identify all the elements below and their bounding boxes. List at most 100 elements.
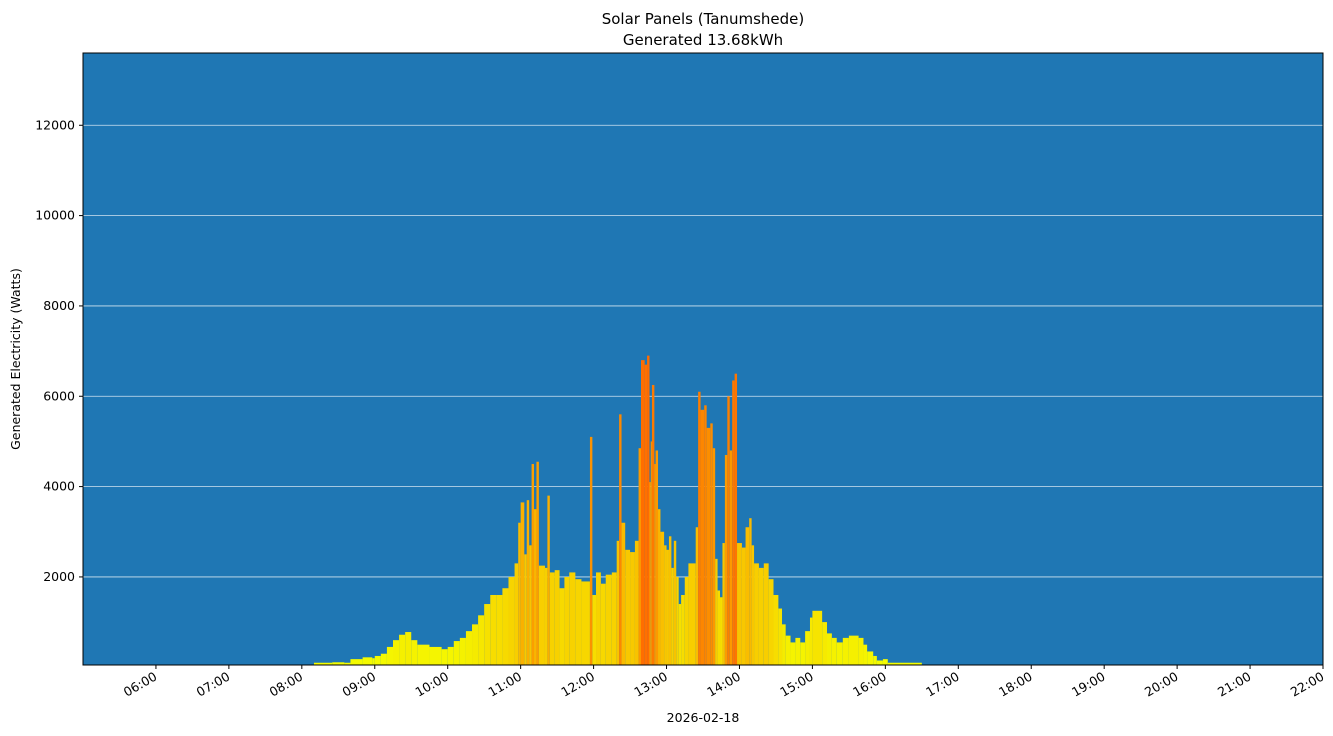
bar (768, 579, 774, 665)
bar (638, 448, 641, 665)
bar (529, 545, 532, 665)
bar (684, 576, 689, 665)
bar (882, 659, 888, 665)
bar (405, 632, 412, 665)
bar (724, 454, 728, 665)
bar (773, 594, 779, 665)
bar (380, 653, 387, 665)
bar (616, 540, 620, 665)
y-tick-label: 12000 (35, 117, 75, 132)
plot-frame (82, 52, 1324, 666)
bar (526, 500, 530, 665)
x-tick-label: 07:00 (194, 669, 233, 700)
bar (459, 637, 466, 665)
bar (496, 594, 503, 665)
bar (534, 509, 537, 665)
bar (399, 634, 406, 665)
bar (625, 549, 631, 665)
x-tick-label: 18:00 (996, 669, 1035, 700)
bar (688, 563, 696, 665)
chart-title: Solar Panels (Tanumshede) (602, 10, 805, 28)
bar (715, 558, 718, 665)
bar (831, 637, 837, 665)
bar (867, 651, 874, 665)
bar (745, 527, 750, 665)
bar (362, 657, 373, 665)
bar (447, 646, 454, 665)
bar (634, 540, 639, 665)
bar (727, 396, 730, 665)
bar (848, 635, 859, 665)
bar (671, 567, 674, 665)
x-tick-label: 21:00 (1215, 669, 1254, 700)
bar (668, 536, 672, 665)
y-tick-label: 10000 (35, 208, 75, 223)
bar (611, 572, 617, 665)
bar (827, 633, 832, 665)
bar (524, 554, 527, 665)
bar (393, 640, 400, 665)
chart-subtitle: Generated 13.68kWh (623, 31, 783, 49)
bar (514, 563, 519, 665)
bar (453, 641, 460, 665)
bar (658, 509, 661, 665)
bar (722, 543, 725, 665)
bar (660, 531, 665, 665)
bar (502, 588, 509, 665)
bar (441, 649, 448, 665)
bar (472, 624, 479, 665)
bar (809, 617, 813, 665)
bar (778, 608, 783, 665)
bar (605, 574, 612, 665)
bar (575, 579, 582, 665)
bar (758, 567, 764, 665)
bar (729, 450, 733, 665)
bar (536, 461, 539, 665)
bar (763, 563, 769, 665)
x-tick-label: 17:00 (923, 669, 962, 700)
bar (429, 646, 442, 665)
bar (676, 576, 679, 665)
bar (531, 464, 535, 665)
bar (695, 527, 699, 665)
bar (647, 355, 650, 665)
x-tick-label: 09:00 (340, 669, 379, 700)
bar (596, 572, 601, 665)
bar (782, 624, 786, 665)
y-tick-label: 8000 (43, 298, 75, 313)
bar (332, 662, 345, 665)
bar (619, 414, 622, 665)
bar (655, 450, 659, 665)
x-tick-label: 11:00 (485, 669, 524, 700)
y-axis-label: Generated Electricity (Watts) (8, 268, 23, 450)
x-tick-label: 22:00 (1288, 669, 1327, 700)
x-axis: 06:00 07:00 08:00 09:00 10:00 11:00 12:00 13:00… (121, 665, 1327, 700)
bar (876, 660, 883, 665)
bars (313, 355, 934, 665)
bar (822, 622, 827, 665)
bar (873, 655, 877, 665)
bar (484, 604, 491, 665)
bar (520, 502, 525, 665)
bar (508, 576, 515, 665)
bar (350, 659, 363, 665)
x-tick-label: 13:00 (631, 669, 670, 700)
bar (749, 518, 752, 665)
bar (664, 545, 667, 665)
bar (710, 423, 713, 665)
bar (785, 635, 791, 665)
bar (836, 642, 843, 665)
bar (732, 380, 735, 665)
bar (790, 642, 796, 665)
bar (644, 364, 648, 665)
bar (673, 540, 677, 665)
bar (858, 637, 864, 665)
bar (681, 594, 685, 665)
y-axis: 2000 4000 6000 8000 10000 12000 (35, 117, 83, 584)
bar (649, 482, 651, 665)
bar (589, 436, 593, 665)
x-tick-label: 14:00 (704, 669, 743, 700)
bar (411, 640, 418, 665)
bar (717, 590, 721, 665)
